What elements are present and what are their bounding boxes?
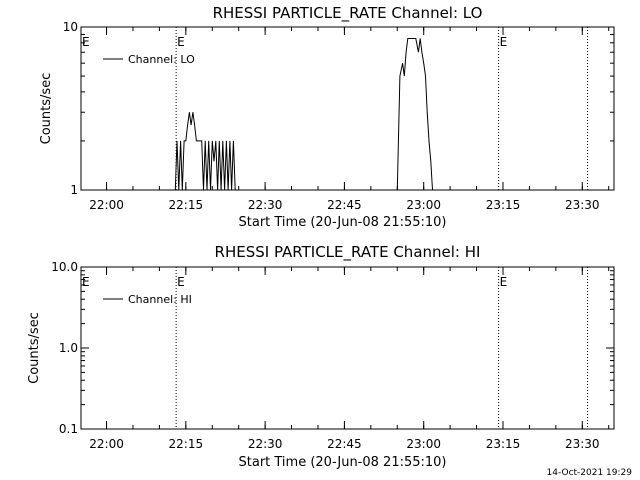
x-tick-label: 22:30: [248, 198, 283, 212]
x-tick-label: 22:00: [89, 437, 124, 451]
x-tick-label: 22:15: [169, 437, 204, 451]
event-marker-label: E: [82, 35, 90, 49]
y-axis-label: Counts/sec: [39, 73, 54, 145]
series-line: [174, 38, 435, 191]
x-axis-label: Start Time (20-Jun-08 21:55:10): [239, 455, 447, 470]
legend-label: Channel: HI: [128, 293, 192, 306]
y-axis-label: Counts/sec: [27, 312, 42, 384]
legend-label: Channel: LO: [128, 53, 195, 66]
x-tick-label: 23:00: [406, 437, 441, 451]
event-marker-label: E: [500, 35, 508, 49]
y-tick-label: 10: [63, 20, 78, 34]
event-marker-label: E: [177, 35, 185, 49]
plot-timestamp: 14-Oct-2021 19:29: [547, 468, 633, 478]
x-tick-label: 23:15: [486, 198, 521, 212]
x-tick-label: 22:00: [89, 198, 124, 212]
y-tick-label: 0.1: [59, 422, 78, 436]
hi-channel-chart: RHESSI PARTICLE_RATE Channel: HI 22:00 22:…: [27, 243, 615, 470]
chart-title: RHESSI PARTICLE_RATE Channel: LO: [213, 4, 483, 23]
x-tick-label: 23:15: [486, 437, 521, 451]
x-tick-label: 22:30: [248, 437, 283, 451]
plot-frame: [80, 266, 615, 430]
event-marker-label: E: [82, 275, 90, 289]
event-marker-label: E: [177, 275, 185, 289]
y-tick-label: 10.0: [51, 260, 78, 274]
x-tick-label: 23:30: [565, 198, 600, 212]
y-tick-label: 1: [70, 183, 78, 197]
x-tick-label: 22:15: [169, 198, 204, 212]
x-tick-label: 23:30: [565, 437, 600, 451]
y-tick-label: 1.0: [59, 341, 78, 355]
lo-channel-chart: RHESSI PARTICLE_RATE Channel: LO 22:00 22:…: [39, 4, 615, 230]
x-tick-label: 22:45: [327, 198, 362, 212]
plot-frame: [80, 26, 615, 191]
chart-title: RHESSI PARTICLE_RATE Channel: HI: [215, 243, 481, 262]
event-marker-label: E: [500, 275, 508, 289]
x-tick-label: 23:00: [406, 198, 441, 212]
x-tick-label: 22:45: [327, 437, 362, 451]
x-axis-label: Start Time (20-Jun-08 21:55:10): [239, 215, 447, 230]
